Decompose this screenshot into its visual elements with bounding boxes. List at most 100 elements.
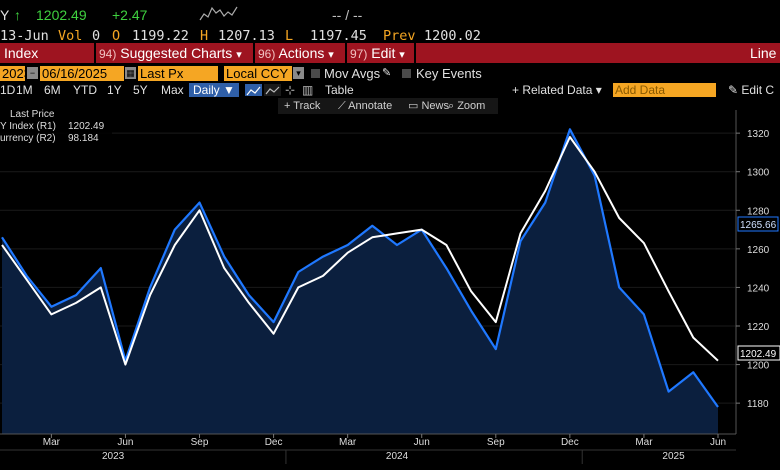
year-label: 2024 [386,451,409,462]
chart-tool-icon[interactable]: ⊹ [285,83,296,97]
calendar-icon[interactable]: ▦ [125,67,136,79]
price-chart[interactable]: 1180 1200 1220 1240 1260 1280 1300 1320 1265.66… [0,98,780,470]
period-1m[interactable]: 1M [16,83,33,97]
suggested-charts-button[interactable]: 94) Suggested Charts ▾ [99,44,242,62]
y-tick-label: 1320 [747,129,770,140]
x-tick-label: Mar [43,437,61,448]
x-tick-label: Sep [487,437,505,448]
chevron-down-icon: ▾ [236,49,242,61]
table-button[interactable]: Table [325,83,354,97]
y-tick-label: 1280 [747,206,770,217]
year-label: 2023 [102,451,125,462]
period-ytd[interactable]: YTD [73,83,97,97]
toolbar-divider [253,43,255,63]
key-events-label: Key Events [416,66,482,81]
low-value: 1197.45 [310,28,367,44]
currency-selector[interactable]: Local CCY [224,66,292,81]
open-value: 1199.22 [132,28,189,44]
chart-legend: Last Price Y Index (R1) 1202.49 urrency … [0,108,112,148]
year-label: 2025 [662,451,685,462]
period-6m[interactable]: 6M [44,83,61,97]
volume-value: 0 [92,28,101,44]
open-label: O [112,28,121,44]
add-data-input[interactable]: Add Data [613,83,716,97]
time-range-bar: 1D 1M 6M YTD 1Y 5Y Max Daily ▼ ⊹ ▥ Table… [0,82,780,98]
related-data-button[interactable]: + Related Data ▾ [512,83,602,97]
pencil-icon[interactable]: ✎ [382,67,392,79]
x-tick-label: Jun [117,437,133,448]
edit-num: 97) [350,47,368,61]
legend-series-index: Y Index (R1) [0,121,56,132]
index-name[interactable]: Index [4,45,39,61]
quote-bar: Y ↑ 1202.49 +2.47 -- / -- [0,0,780,28]
y-tick-label: 1180 [747,399,769,410]
toolbar-divider [94,43,96,63]
last-price: 1202.49 [36,7,87,23]
x-tick-label: Sep [191,437,209,448]
period-max[interactable]: Max [161,83,184,97]
legend-series-currency: urrency (R2) [0,133,56,144]
chart-style-icon[interactable] [264,84,281,96]
volume-label: Vol [58,28,83,44]
y-tick-label: 1200 [747,361,770,372]
area-fill [2,129,718,435]
mov-avgs-checkbox[interactable] [311,69,320,78]
last-value-tag-white [737,345,780,361]
chevron-down-icon: ▾ [328,49,334,61]
y-tick-label: 1240 [747,283,770,294]
related-data-label: + Related Data [512,83,593,97]
y-tick-label: 1300 [747,168,770,179]
suggested-label: Suggested Charts [120,45,233,61]
line-chart-icon[interactable] [245,84,262,96]
chart-type-label[interactable]: Line [750,45,777,61]
track-button[interactable]: + Track [284,100,321,112]
edit-button[interactable]: 97) Edit ▾ [350,44,405,62]
start-date-field[interactable]: 2023 [0,66,31,81]
legend-value-currency: 98.184 [68,133,99,144]
field-selector[interactable]: Last Px [138,66,218,81]
x-tick-label: Dec [265,437,283,448]
x-tick-label: Jun [414,437,430,448]
edit-label: Edit [371,45,396,61]
y-tick-label: 1220 [747,322,770,333]
x-tick-label: Jun [710,437,726,448]
x-tick-label: Dec [561,437,579,448]
actions-label: Actions [278,45,325,61]
price-change: +2.47 [112,7,148,23]
annotate-button[interactable]: ⟋ Annotate [338,100,393,112]
red-toolbar: Index 94) Suggested Charts ▾ 96) Actions… [0,43,780,63]
input-row: 2023 − 06/16/2025 ▦ Last Px Local CCY ▾ … [0,65,780,82]
last-value-white: 1202.49 [740,349,777,360]
legend-title: Last Price [10,109,55,120]
last-value-tag-blue [737,216,779,232]
chevron-down-icon[interactable]: ▾ [293,67,304,79]
edit-chart-button[interactable]: ✎ Edit C [728,83,775,97]
chevron-down-icon: ▾ [595,83,602,97]
period-1y[interactable]: 1Y [107,83,122,97]
end-date-field[interactable]: 06/16/2025 [40,66,124,81]
chart-tools-bar: + Track ⟋ Annotate ▭ News ⌕ Zoom [278,98,498,114]
news-button[interactable]: ▭ News [408,100,449,112]
actions-button[interactable]: 96) Actions ▾ [258,44,334,62]
y-tick-label: 1260 [747,245,770,256]
suggested-num: 94) [99,47,117,61]
x-axis-labels: Mar Jun Sep Dec Mar Jun Sep Dec Mar Jun [43,434,726,448]
period-1d[interactable]: 1D [0,83,16,97]
up-arrow-icon: ↑ [14,7,21,23]
mov-avgs-label: Mov Avgs [324,66,381,81]
sparkline-icon [199,6,238,21]
toolbar-divider [414,43,416,63]
prev-value: 1200.02 [424,28,481,44]
y-axis-ticks: 1180 1200 1220 1240 1260 1280 1300 1320 [736,129,770,410]
date-range-dash-button[interactable]: − [27,67,38,79]
period-5y[interactable]: 5Y [133,83,148,97]
high-label: H [200,28,209,44]
series-line-currency [1,128,719,408]
frequency-dropdown[interactable]: Daily ▼ [189,83,239,97]
chevron-down-icon: ▾ [399,49,405,61]
table-icon[interactable]: ▥ [302,83,314,97]
key-events-checkbox[interactable] [402,69,411,78]
zoom-button[interactable]: ⌕ Zoom [448,100,486,112]
x-tick-label: Mar [635,437,653,448]
high-value: 1207.13 [218,28,275,44]
